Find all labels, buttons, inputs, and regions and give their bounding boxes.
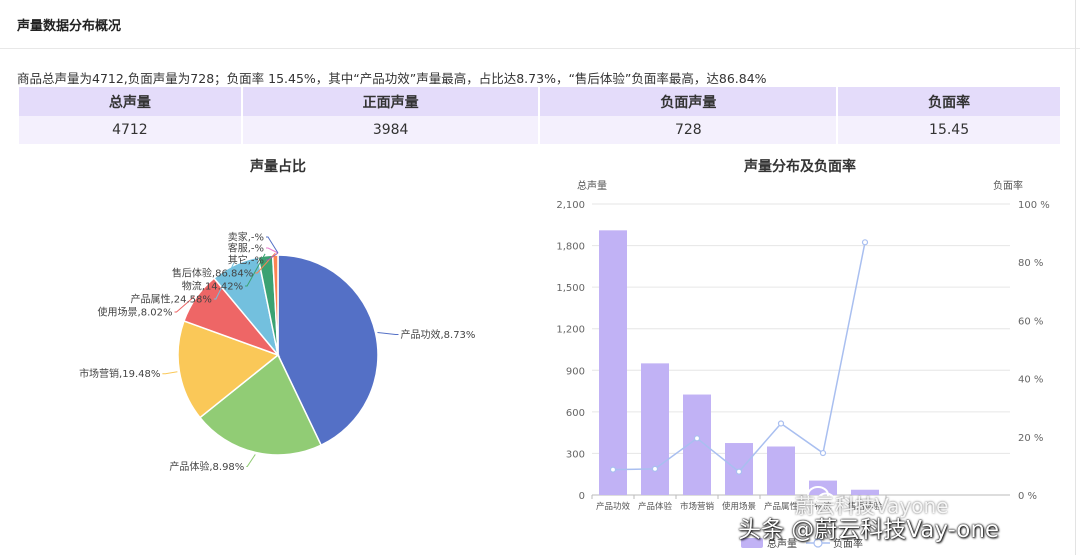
- bar: [851, 489, 879, 495]
- stats-table: 总声量 正面声量 负面声量 负面率 4712 3984 728 15.45: [17, 87, 1062, 144]
- pie-label: 物流,14.42%: [182, 280, 243, 293]
- y2-axis-label: 负面率: [993, 179, 1023, 192]
- pie-label: 产品体验,8.98%: [169, 460, 244, 473]
- pie-chart-title: 声量占比: [250, 159, 306, 175]
- legend-bar-label: 总声量: [767, 537, 797, 550]
- watermark-source: 头条 @蔚云科技Vay-one: [738, 517, 1000, 543]
- pie-leader-line: [266, 236, 279, 254]
- x-tick-label: 产品属性: [764, 501, 799, 512]
- page-header: 声量数据分布概况: [0, 0, 1080, 49]
- header-negative-rate: 负面率: [838, 87, 1060, 116]
- pie-chart: 产品功效,8.73% 产品体验,8.98% 市场营销,19.48% 使用场景,8.02…: [79, 231, 475, 473]
- y-tick-label: 1,500: [556, 283, 585, 294]
- line-point: [609, 466, 617, 473]
- pie-leader-line: [174, 296, 195, 313]
- bar: [599, 230, 627, 496]
- header-negative-volume: 负面声量: [540, 87, 837, 116]
- pie-label: 卖家,-%: [228, 231, 264, 244]
- bar: [767, 446, 795, 495]
- pie-slice: [198, 353, 323, 456]
- y2-tick-label: 40 %: [1018, 375, 1043, 386]
- x-tick-label: 产品体验: [638, 501, 673, 512]
- pie-label: 使用场景,8.02%: [98, 306, 173, 319]
- value-positive-volume: 3984: [242, 116, 539, 144]
- line-point: [819, 449, 827, 457]
- combo-chart-title: 声量分布及负面率: [744, 159, 856, 175]
- pie-slice: [277, 254, 379, 447]
- value-total-volume: 4712: [19, 116, 241, 144]
- y-tick-label: 0: [579, 491, 585, 502]
- pie-slice: [177, 320, 280, 419]
- pie-leader-line: [377, 331, 399, 335]
- x-tick-label: 市场营销: [680, 501, 715, 512]
- pie-leader-line: [266, 247, 279, 254]
- pie-label: 产品功效,8.73%: [400, 328, 475, 341]
- summary-text: 商品总声量为4712,负面声量为728；负面率 15.45%，其中“产品功效”声…: [17, 71, 767, 86]
- header-positive-volume: 正面声量: [242, 87, 539, 116]
- y-tick-label: 900: [566, 366, 585, 377]
- line-point: [777, 420, 785, 427]
- x-tick-label: 使用场景: [722, 501, 756, 512]
- line-point: [735, 468, 743, 475]
- line-point: [861, 239, 869, 246]
- pie-leader-line: [162, 371, 178, 375]
- legend-line-marker: [813, 538, 823, 548]
- y2-tick-label: 0 %: [1018, 491, 1037, 502]
- stats-header-row: 总声量 正面声量 负面声量 负面率: [19, 87, 1060, 116]
- pie-label: 售后体验,86.84%: [172, 267, 253, 280]
- watermark-brand: 蔚云科技Vayone: [795, 494, 949, 518]
- right-divider: [1075, 0, 1076, 555]
- y2-tick-label: 20 %: [1018, 433, 1043, 444]
- y2-tick-label: 60 %: [1018, 316, 1043, 327]
- pie-leader-line: [246, 454, 256, 467]
- pie-label: 市场营销,19.48%: [79, 367, 160, 380]
- y-tick-label: 2,100: [556, 200, 585, 211]
- pie-label: 其它,-%: [228, 254, 264, 267]
- y-tick-label: 300: [566, 449, 585, 460]
- chat-icon: [807, 486, 835, 508]
- value-negative-rate: 15.45: [838, 116, 1060, 144]
- y-tick-label: 1,200: [556, 325, 585, 336]
- line-point: [651, 465, 659, 472]
- pie-leader-line: [213, 262, 235, 300]
- y-tick-label: 600: [566, 408, 585, 419]
- pie-leader-line: [245, 253, 266, 287]
- line-point: [693, 435, 701, 442]
- header-total-volume: 总声量: [19, 87, 241, 116]
- bar: [641, 363, 669, 495]
- stats-value-row: 4712 3984 728 15.45: [19, 116, 1060, 144]
- y-axis-label: 总声量: [577, 179, 607, 192]
- pie-leader-line: [266, 252, 279, 261]
- legend-bar-swatch: [741, 538, 763, 548]
- x-tick-label: 售后体验: [848, 501, 883, 512]
- pie-label: 产品属性,24.58%: [131, 293, 212, 306]
- value-negative-volume: 728: [540, 116, 837, 144]
- pie-label: 客服,-%: [228, 242, 264, 255]
- y2-tick-label: 80 %: [1018, 258, 1043, 269]
- y2-tick-label: 100 %: [1018, 200, 1050, 211]
- y-tick-label: 1,800: [556, 242, 585, 253]
- page-title: 声量数据分布概况: [17, 19, 122, 34]
- legend-line-label: 负面率: [833, 537, 863, 550]
- x-tick-label: 产品功效: [596, 501, 631, 512]
